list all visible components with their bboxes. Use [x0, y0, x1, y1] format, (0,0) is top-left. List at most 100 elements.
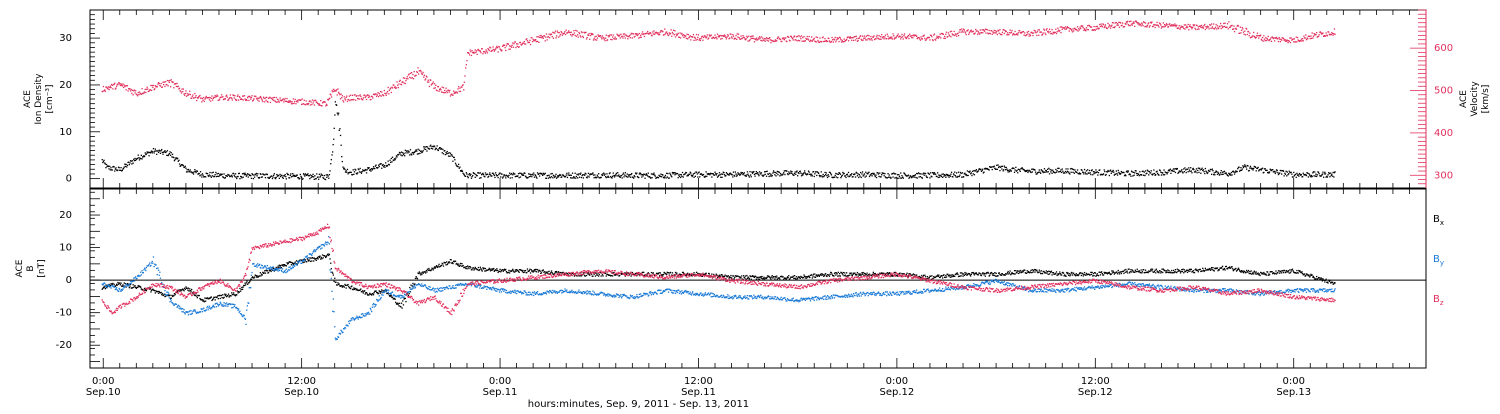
data-point [1048, 168, 1049, 169]
data-point [801, 175, 802, 176]
data-point [340, 135, 341, 136]
data-point [698, 34, 699, 35]
data-point [795, 174, 796, 175]
data-point [352, 174, 353, 175]
data-point [1127, 21, 1128, 22]
data-point [755, 39, 756, 40]
data-point [740, 35, 741, 36]
data-point [869, 176, 870, 177]
data-point [633, 178, 634, 179]
data-point [1113, 27, 1114, 28]
data-point [441, 91, 442, 92]
data-point [765, 171, 766, 172]
data-point [412, 74, 413, 75]
data-point [1068, 27, 1069, 28]
data-point [891, 177, 892, 178]
data-point [405, 298, 406, 299]
data-point [1163, 26, 1164, 27]
data-point [526, 38, 527, 39]
data-point [345, 99, 346, 100]
data-point [385, 93, 386, 94]
velocity-tick-label: 500 [1434, 86, 1453, 97]
data-point [210, 175, 211, 176]
data-point [253, 100, 254, 101]
data-point [244, 98, 245, 99]
data-point [442, 152, 443, 153]
data-point [623, 36, 624, 37]
data-point [462, 84, 463, 85]
data-point [892, 173, 893, 174]
data-point [1121, 25, 1122, 26]
data-point [169, 153, 170, 154]
data-point [1319, 34, 1320, 35]
data-point [408, 295, 409, 296]
data-point [129, 162, 130, 163]
data-point [477, 175, 478, 176]
data-point [260, 97, 261, 98]
data-point [597, 176, 598, 177]
data-point [274, 173, 275, 174]
data-point [601, 177, 602, 178]
data-point [205, 176, 206, 177]
data-point [342, 287, 343, 288]
data-point [664, 34, 665, 35]
data-point [325, 179, 326, 180]
data-point [1062, 29, 1063, 30]
data-point [798, 173, 799, 174]
data-point [903, 38, 904, 39]
data-point [1310, 38, 1311, 39]
data-point [751, 36, 752, 37]
data-point [117, 285, 118, 286]
data-point [255, 275, 256, 276]
data-point [237, 176, 238, 177]
data-point [910, 176, 911, 177]
data-point [805, 40, 806, 41]
data-point [931, 36, 932, 37]
data-point [422, 272, 423, 273]
data-point [1067, 171, 1068, 172]
data-point [202, 299, 203, 300]
data-point [596, 177, 597, 178]
data-point [382, 290, 383, 291]
data-point [410, 73, 411, 74]
data-point [627, 36, 628, 37]
data-point [290, 262, 291, 263]
data-point [218, 100, 219, 101]
data-point [1247, 34, 1248, 35]
panel-frames [90, 10, 1426, 368]
data-point [1293, 176, 1294, 177]
data-point [634, 36, 635, 37]
data-point [485, 53, 486, 54]
data-point [498, 51, 499, 52]
data-point [370, 99, 371, 100]
data-point [311, 104, 312, 105]
data-point [490, 47, 491, 48]
data-point [968, 29, 969, 30]
data-point [641, 33, 642, 34]
data-point [487, 52, 488, 53]
data-point [772, 175, 773, 176]
data-point [409, 74, 410, 75]
data-point [940, 34, 941, 35]
data-point [626, 176, 627, 177]
data-point [1178, 28, 1179, 29]
data-point [1127, 22, 1128, 23]
data-point [699, 176, 700, 177]
data-point [386, 95, 387, 96]
data-point [943, 176, 944, 177]
data-point [504, 45, 505, 46]
data-point [112, 88, 113, 89]
data-point [527, 177, 528, 178]
data-point [660, 176, 661, 177]
data-point [878, 35, 879, 36]
data-point [1312, 32, 1313, 33]
data-point [452, 263, 453, 264]
data-point [419, 271, 420, 272]
data-point [720, 35, 721, 36]
data-point [871, 38, 872, 39]
data-point [1301, 174, 1302, 175]
data-point [264, 174, 265, 175]
data-point [278, 99, 279, 100]
data-point [1150, 172, 1151, 173]
data-point [1142, 25, 1143, 26]
